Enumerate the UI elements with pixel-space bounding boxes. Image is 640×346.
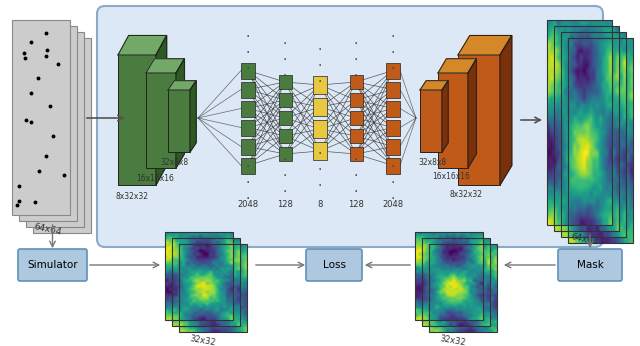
Text: 128: 128 (277, 200, 293, 209)
Bar (438, 73, 468, 168)
Bar (554, 26, 619, 231)
Text: 2048: 2048 (237, 200, 259, 209)
Text: ·
·
·: · · · (246, 160, 250, 206)
Text: Simulator: Simulator (27, 260, 78, 270)
Polygon shape (500, 36, 512, 185)
Text: 32x8x8: 32x8x8 (418, 158, 446, 167)
Text: 2048: 2048 (383, 200, 404, 209)
Bar (168, 90, 190, 152)
Bar (313, 76, 327, 94)
Bar (386, 119, 400, 136)
Bar (146, 73, 176, 168)
FancyBboxPatch shape (18, 249, 87, 281)
Bar (278, 75, 291, 89)
Bar (172, 238, 240, 326)
Bar (313, 120, 327, 138)
Text: 16x16x16: 16x16x16 (432, 172, 470, 181)
Text: Mask: Mask (577, 260, 604, 270)
Bar (386, 138, 400, 155)
Bar (561, 32, 626, 237)
Polygon shape (420, 81, 448, 90)
Text: 64x64: 64x64 (33, 222, 63, 237)
Bar (241, 157, 255, 173)
Bar (386, 63, 400, 79)
FancyBboxPatch shape (306, 249, 362, 281)
Text: 16x16x16: 16x16x16 (136, 174, 174, 183)
Bar (241, 82, 255, 98)
Bar (278, 111, 291, 125)
Text: ·
·
·: · · · (318, 43, 322, 89)
Polygon shape (118, 36, 166, 55)
Bar (415, 232, 483, 320)
Bar (349, 129, 362, 143)
Text: 32x32: 32x32 (439, 334, 467, 346)
Polygon shape (168, 81, 196, 90)
Bar (429, 244, 497, 332)
Bar (386, 157, 400, 173)
Bar (118, 55, 156, 185)
Bar (349, 111, 362, 125)
Bar (547, 20, 612, 225)
Polygon shape (458, 36, 512, 55)
Bar (26, 32, 84, 227)
Text: ·
·
·: · · · (246, 30, 250, 76)
Bar (33, 38, 91, 233)
Text: ·
·
·: · · · (283, 153, 287, 199)
Text: ·
·
·: · · · (391, 30, 395, 76)
Bar (386, 100, 400, 117)
Polygon shape (438, 59, 476, 73)
Bar (19, 26, 77, 221)
Bar (458, 55, 500, 185)
FancyBboxPatch shape (558, 249, 622, 281)
Text: ·
·
·: · · · (391, 160, 395, 206)
Polygon shape (176, 59, 184, 168)
Bar (241, 138, 255, 155)
Bar (165, 232, 233, 320)
Bar (313, 142, 327, 160)
Bar (349, 75, 362, 89)
Text: 8x32x32: 8x32x32 (450, 190, 483, 199)
Bar (386, 82, 400, 98)
Text: ·
·
·: · · · (354, 153, 358, 199)
Text: 32x32: 32x32 (189, 334, 217, 346)
Polygon shape (442, 81, 448, 152)
Text: 128: 128 (348, 200, 364, 209)
Text: 64x64: 64x64 (570, 232, 599, 247)
Text: Loss: Loss (323, 260, 346, 270)
Text: 8x32x32: 8x32x32 (116, 192, 149, 201)
Polygon shape (156, 36, 166, 185)
Bar (179, 244, 247, 332)
FancyBboxPatch shape (97, 6, 603, 247)
Text: 8: 8 (317, 200, 323, 209)
Bar (278, 129, 291, 143)
Bar (422, 238, 490, 326)
Text: ·
·
·: · · · (318, 147, 322, 193)
Polygon shape (146, 59, 184, 73)
Bar (568, 38, 633, 243)
Bar (349, 93, 362, 107)
Text: 32x8x8: 32x8x8 (160, 158, 188, 167)
Bar (278, 147, 291, 161)
Bar (241, 100, 255, 117)
Bar (349, 147, 362, 161)
Polygon shape (190, 81, 196, 152)
Bar (12, 20, 70, 215)
Bar (241, 63, 255, 79)
Text: ·
·
·: · · · (354, 37, 358, 83)
Polygon shape (468, 59, 476, 168)
Bar (241, 119, 255, 136)
Bar (420, 90, 442, 152)
Bar (313, 98, 327, 116)
Text: ·
·
·: · · · (283, 37, 287, 83)
Bar (278, 93, 291, 107)
